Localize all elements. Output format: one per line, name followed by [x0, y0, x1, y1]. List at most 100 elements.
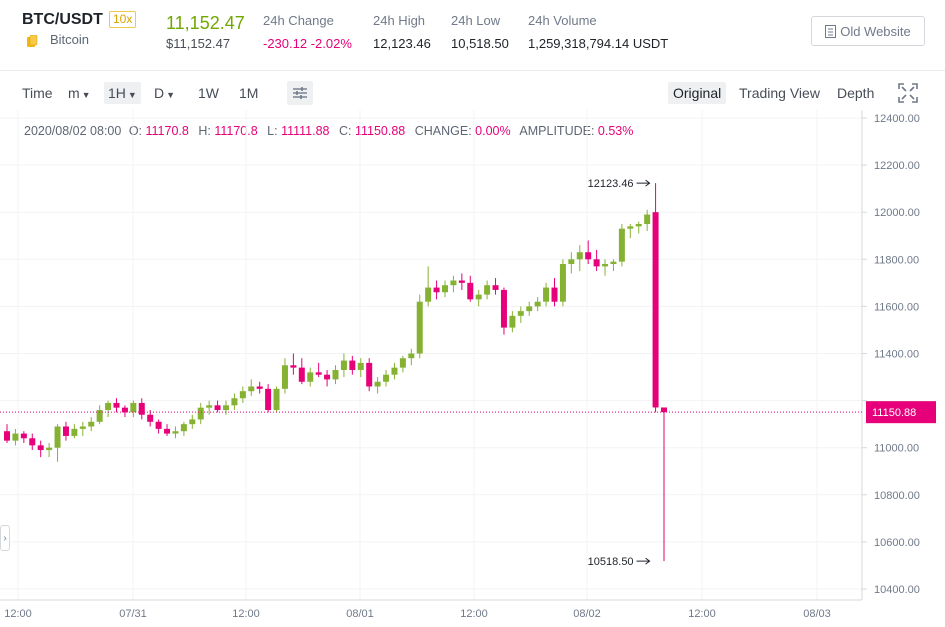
candle-body — [374, 381, 381, 387]
high-value: 11170.8 — [214, 124, 258, 138]
candle-body — [29, 438, 36, 446]
candle-body — [467, 282, 474, 300]
x-tick-label: 12:00 — [232, 608, 260, 620]
amplitude-value: 0.53% — [597, 124, 634, 138]
interval-minutes-label: m — [68, 85, 80, 101]
candle-body — [79, 426, 86, 429]
candle-body — [551, 287, 558, 302]
old-website-button[interactable]: Old Website — [811, 16, 925, 46]
candle-body — [366, 362, 373, 387]
candle-body — [492, 285, 499, 290]
y-tick-label: 11800.00 — [874, 254, 919, 266]
stat-value-24h-volume: 1,259,318,794.14 USDT — [528, 36, 669, 51]
last-price-usd: $11,152.47 — [166, 36, 231, 51]
candle-body — [231, 398, 238, 406]
candle-body — [408, 353, 415, 359]
caret-down-icon: ▼ — [166, 90, 176, 100]
candle-body — [442, 285, 448, 293]
last-price: 11,152.47 — [166, 13, 245, 33]
candle-body — [265, 388, 272, 411]
max-arrow-icon — [636, 179, 651, 187]
x-tick-label: 08/02 — [573, 608, 601, 620]
candle-body — [138, 402, 145, 415]
candle-body — [290, 365, 297, 368]
market-header: BTC/USDT 10x Bitcoin 11,152.47 $11,152.4… — [0, 0, 945, 71]
view-trading-view[interactable]: Trading View — [739, 85, 820, 101]
candle-body — [37, 445, 44, 451]
expand-icon[interactable] — [898, 83, 918, 103]
candle-body — [256, 386, 263, 389]
sliders-icon — [293, 87, 307, 99]
high-label: H: — [198, 124, 211, 138]
candle-body — [610, 261, 617, 265]
stat-label-24h-high: 24h High — [373, 13, 426, 28]
candle-body — [357, 362, 364, 370]
interval-minutes[interactable]: m ▼ — [68, 85, 91, 101]
candle-body — [307, 372, 314, 382]
leverage-badge: 10x — [109, 11, 137, 28]
interval-1w[interactable]: 1W — [198, 85, 219, 101]
candle-body — [206, 405, 213, 408]
y-tick-label: 12200.00 — [874, 160, 920, 172]
chart-scroll-handle[interactable]: › — [0, 525, 10, 551]
candlestick-chart[interactable]: 12400.00 12200.00 12000.00 11800.00 11600.00… — [0, 110, 945, 627]
candle-body — [593, 259, 600, 267]
old-website-label: Old Website — [840, 23, 911, 39]
chart-toolbar: Time m ▼ 1H ▼ D ▼ 1W 1M Original Trading Vi… — [0, 71, 945, 117]
amplitude-label: AMPLITUDE: — [519, 124, 595, 138]
stat-label-24h-change: 24h Change — [263, 13, 334, 28]
candle-body — [602, 264, 609, 267]
candle-body — [20, 433, 27, 439]
coin-name: Bitcoin — [50, 32, 90, 47]
change-label: CHANGE: — [414, 124, 472, 138]
y-tick-label: 11600.00 — [874, 301, 919, 313]
candle-body — [618, 228, 625, 262]
interval-day[interactable]: D ▼ — [154, 85, 175, 101]
candle-body — [635, 223, 642, 227]
candle-body — [197, 407, 204, 420]
x-tick-label: 12:00 — [460, 608, 488, 620]
min-arrow-icon — [636, 557, 651, 565]
candle-body — [433, 287, 440, 293]
candle-body — [500, 289, 507, 328]
interval-1h[interactable]: 1H ▼ — [104, 82, 141, 104]
candle-body — [416, 301, 423, 354]
y-tick-label: 12000.00 — [874, 207, 920, 219]
candle-body — [298, 367, 305, 382]
candle-body — [54, 426, 61, 448]
indicator-settings-button[interactable] — [287, 81, 313, 105]
document-icon — [825, 24, 837, 38]
candle-body — [576, 252, 583, 260]
candle-body — [46, 447, 53, 451]
trading-pair[interactable]: BTC/USDT — [22, 11, 103, 28]
close-value: 11150.88 — [354, 124, 406, 138]
candle-body — [324, 374, 331, 380]
candle-body — [509, 315, 516, 328]
candle-body — [543, 287, 550, 302]
candle-body — [425, 287, 432, 302]
interval-time[interactable]: Time — [22, 85, 53, 101]
candle-body — [189, 419, 196, 425]
x-tick-label: 07/31 — [119, 608, 147, 620]
current-price-tag: 11150.88 — [872, 407, 916, 419]
stat-value-24h-change: -230.12 -2.02% — [263, 36, 352, 51]
view-original[interactable]: Original — [668, 82, 727, 104]
candle-body — [172, 431, 179, 434]
stat-value-24h-high: 12,123.46 — [373, 36, 431, 51]
interval-1m[interactable]: 1M — [239, 85, 259, 101]
interval-day-label: D — [154, 85, 165, 101]
candle-body — [121, 407, 128, 413]
candle-body — [96, 410, 103, 422]
candle-body — [273, 388, 280, 411]
candle-body — [130, 402, 137, 413]
candle-body — [12, 433, 19, 441]
ohlc-date: 2020/08/02 08:00 — [24, 124, 122, 138]
candle-body — [62, 426, 69, 436]
candle-body — [644, 214, 651, 224]
candle-body — [349, 360, 356, 370]
y-tick-label: 10800.00 — [874, 490, 920, 502]
candle-body — [155, 421, 162, 429]
view-depth[interactable]: Depth — [837, 85, 875, 101]
candle-body — [661, 407, 667, 413]
y-tick-label: 11000.00 — [874, 443, 919, 455]
